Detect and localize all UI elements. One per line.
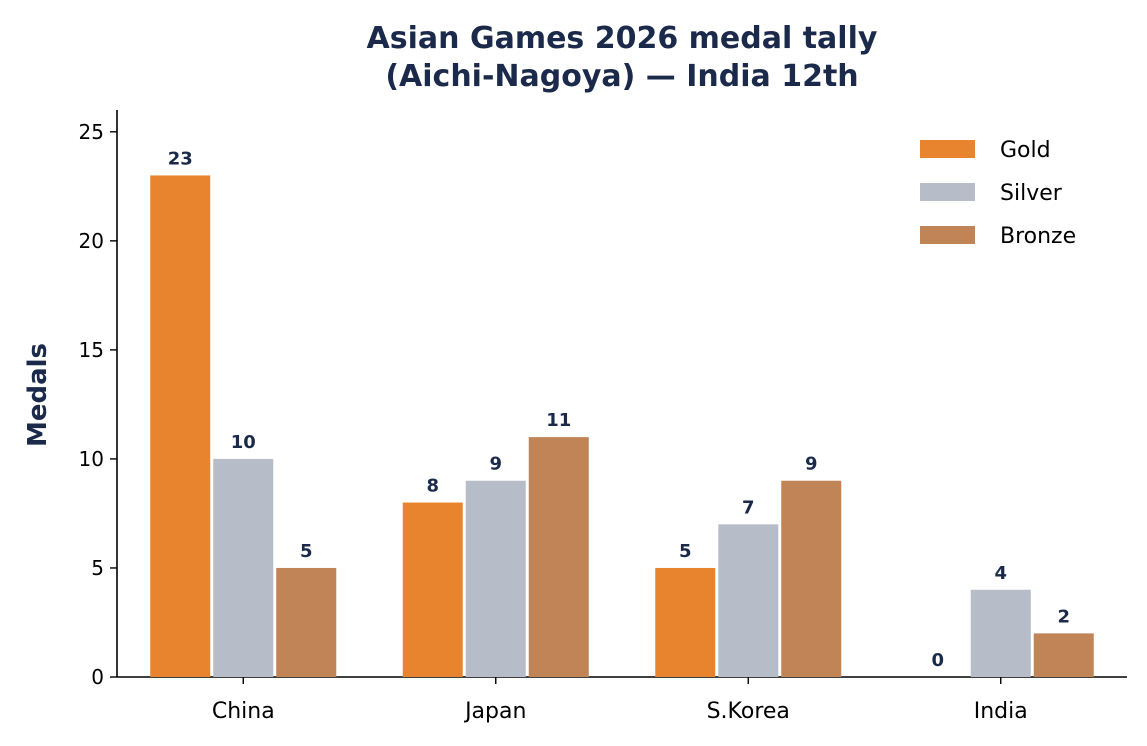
data-label-bronze: 2 [1057, 606, 1070, 627]
plot-area: 0510152025China23105Japan8911S.Korea579I… [79, 110, 1127, 724]
data-label-gold: 5 [679, 541, 692, 562]
legend-swatch-silver [920, 183, 975, 201]
bar-silver [970, 589, 1031, 677]
data-label-bronze: 9 [805, 454, 818, 475]
y-tick-label: 5 [91, 556, 104, 580]
data-label-bronze: 11 [546, 410, 571, 431]
y-tick-label: 20 [79, 229, 104, 253]
data-label-silver: 10 [231, 432, 256, 453]
bar-bronze [276, 567, 337, 677]
y-axis-label: Medals [23, 343, 53, 447]
bar-silver [465, 480, 526, 677]
bar-bronze [1033, 633, 1094, 677]
bar-bronze [781, 480, 842, 677]
data-label-silver: 7 [742, 497, 755, 518]
chart-title-line-1: Asian Games 2026 medal tally [367, 21, 878, 56]
x-category-label: India [974, 699, 1028, 724]
data-label-bronze: 5 [300, 541, 313, 562]
legend: Gold Silver Bronze [920, 138, 1076, 249]
legend-label-silver: Silver [1000, 181, 1063, 206]
bar-gold [150, 175, 211, 677]
bar-gold [402, 502, 463, 677]
bar-silver [213, 458, 274, 677]
data-label-gold: 23 [168, 148, 193, 169]
legend-swatch-gold [920, 140, 975, 158]
bar-silver [718, 524, 779, 677]
x-category-label: Japan [463, 699, 526, 724]
y-tick-label: 25 [79, 120, 104, 144]
y-tick-label: 0 [91, 665, 104, 689]
legend-label-gold: Gold [1000, 138, 1051, 163]
y-tick-label: 10 [79, 447, 104, 471]
bar-bronze [528, 437, 589, 677]
chart-title-line-2: (Aichi-Nagoya) — India 12th [385, 59, 858, 94]
data-label-silver: 4 [994, 563, 1007, 584]
x-category-label: S.Korea [707, 699, 790, 724]
data-label-silver: 9 [489, 454, 502, 475]
legend-swatch-bronze [920, 226, 975, 244]
x-category-label: China [212, 699, 275, 724]
y-tick-label: 15 [79, 338, 104, 362]
data-label-gold: 8 [426, 476, 439, 497]
bar-gold [655, 567, 716, 677]
data-label-gold: 0 [931, 650, 944, 671]
legend-label-bronze: Bronze [1000, 224, 1076, 249]
